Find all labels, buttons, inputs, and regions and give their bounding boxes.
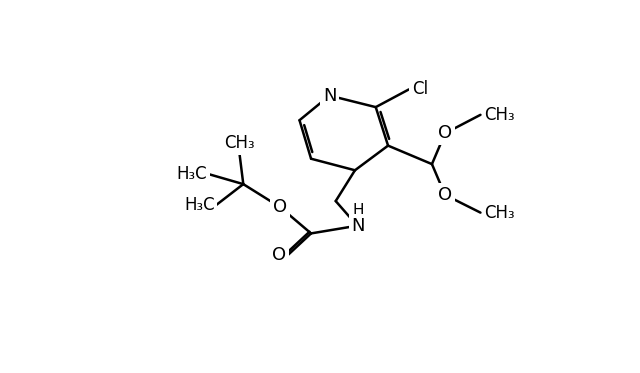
Text: H₃C: H₃C <box>184 196 215 214</box>
Text: N: N <box>351 217 365 235</box>
Text: H₃C: H₃C <box>177 165 207 183</box>
Text: CH₃: CH₃ <box>484 106 515 124</box>
Text: CH₃: CH₃ <box>484 204 515 222</box>
Text: N: N <box>323 87 336 104</box>
Text: Cl: Cl <box>412 81 428 98</box>
Text: H: H <box>352 203 364 218</box>
Text: O: O <box>272 246 287 264</box>
Text: CH₃: CH₃ <box>224 134 255 152</box>
Text: O: O <box>438 124 452 142</box>
Text: O: O <box>438 186 452 204</box>
Text: O: O <box>273 198 287 216</box>
